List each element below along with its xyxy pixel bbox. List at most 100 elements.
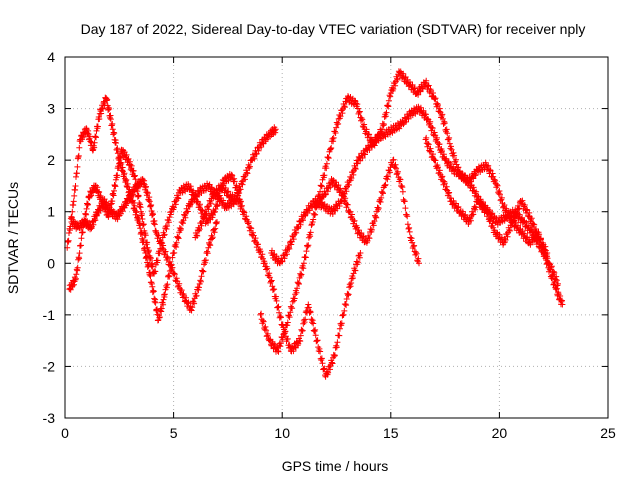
- track-h-sample: [470, 211, 477, 218]
- track-h-sample: [501, 235, 508, 242]
- track-e-point: [439, 115, 446, 122]
- track-g-sample: [404, 221, 411, 228]
- track-e-sample: [431, 96, 438, 103]
- track-f-sample: [436, 141, 443, 148]
- track-b-sample: [112, 183, 119, 190]
- track-a-sample: [189, 200, 196, 206]
- track-h-sample: [502, 237, 509, 243]
- track-e-sample: [446, 140, 453, 147]
- track-a-sample: [238, 178, 245, 185]
- track-c-sample: [212, 225, 219, 232]
- track-e-sample: [515, 222, 521, 229]
- track-g-sample: [404, 213, 411, 220]
- track-h-sample: [486, 218, 493, 225]
- track-e-sample: [262, 323, 269, 330]
- track-d-sample: [297, 332, 304, 339]
- track-a-sample: [149, 283, 156, 290]
- track-e-sample: [289, 305, 296, 312]
- track-g-sample: [345, 209, 352, 216]
- track-e-sample: [415, 91, 422, 98]
- track-e-sample: [264, 330, 271, 337]
- track-f-point: [285, 244, 292, 251]
- track-e-sample: [491, 176, 498, 183]
- x-axis-label: GPS time / hours: [282, 458, 389, 474]
- track-d-sample: [268, 277, 275, 284]
- track-e-point: [257, 311, 264, 318]
- track-a-point: [109, 126, 116, 133]
- track-c-sample: [164, 253, 171, 260]
- track-b-sample: [83, 211, 90, 218]
- track-b-sample: [210, 212, 216, 218]
- track-c-sample: [156, 240, 163, 247]
- track-d-sample: [195, 224, 202, 231]
- track-a-sample: [246, 163, 253, 170]
- track-c-sample: [148, 202, 155, 208]
- track-f-sample: [486, 207, 493, 214]
- track-d-sample: [314, 337, 321, 344]
- track-d-sample: [316, 345, 323, 352]
- track-g-sample: [412, 251, 419, 258]
- track-h-sample: [441, 180, 448, 187]
- track-d-point: [348, 275, 355, 282]
- track-b-sample: [96, 188, 103, 195]
- track-g-sample: [385, 173, 391, 180]
- track-b-sample: [163, 226, 170, 232]
- track-f-sample: [347, 173, 354, 180]
- track-a-sample: [174, 234, 181, 241]
- track-b-point: [229, 172, 236, 179]
- track-a-sample: [91, 139, 98, 146]
- track-e-sample: [439, 111, 446, 118]
- track-d-sample: [202, 211, 209, 218]
- track-d-sample: [339, 312, 346, 319]
- track-d-sample: [205, 206, 212, 213]
- track-c-sample: [200, 268, 207, 275]
- x-tick-label: 15: [383, 425, 399, 441]
- track-f-sample: [278, 258, 285, 265]
- track-a-sample: [166, 273, 173, 280]
- track-g-sample: [390, 156, 397, 163]
- track-e-sample: [425, 82, 432, 89]
- track-c-sample: [189, 304, 196, 311]
- track-b-sample: [197, 201, 203, 208]
- track-d-sample: [323, 368, 330, 375]
- y-tick-label: -2: [43, 358, 56, 374]
- track-a-sample: [104, 96, 111, 103]
- track-b-sample: [83, 205, 90, 212]
- track-a-sample: [183, 205, 190, 212]
- track-c-sample: [144, 190, 151, 197]
- track-h-sample: [475, 196, 482, 203]
- track-h-sample: [506, 227, 513, 234]
- track-d-sample: [297, 338, 304, 345]
- track-c-sample: [212, 219, 219, 226]
- track-h-sample: [513, 211, 520, 218]
- track-a-sample: [239, 181, 246, 188]
- track-e-sample: [321, 172, 328, 179]
- track-e-sample: [308, 222, 315, 229]
- track-f-sample: [439, 148, 445, 154]
- track-d-sample: [238, 203, 245, 210]
- track-e-sample: [307, 233, 314, 240]
- track-d-point: [331, 353, 338, 360]
- track-h-sample: [443, 186, 449, 193]
- track-d-sample: [302, 316, 309, 323]
- track-d-sample: [301, 319, 308, 326]
- track-b-sample: [142, 232, 149, 239]
- track-b-sample: [236, 190, 243, 196]
- track-g-sample: [335, 182, 342, 189]
- track-e-sample: [495, 190, 502, 197]
- track-g-sample: [342, 195, 349, 202]
- track-d-sample: [337, 320, 344, 327]
- track-a-sample: [76, 144, 83, 151]
- track-e-sample: [302, 254, 309, 261]
- track-f-sample: [290, 236, 297, 243]
- track-a-sample: [100, 105, 106, 112]
- track-h-sample: [423, 134, 430, 141]
- track-c-sample: [143, 183, 149, 190]
- track-f-sample: [525, 222, 532, 229]
- track-d-sample: [268, 278, 274, 285]
- track-d-sample: [259, 251, 266, 258]
- track-e-sample: [387, 93, 394, 100]
- track-e-sample: [310, 210, 317, 217]
- track-c-sample: [128, 192, 135, 199]
- track-d-sample: [352, 267, 359, 274]
